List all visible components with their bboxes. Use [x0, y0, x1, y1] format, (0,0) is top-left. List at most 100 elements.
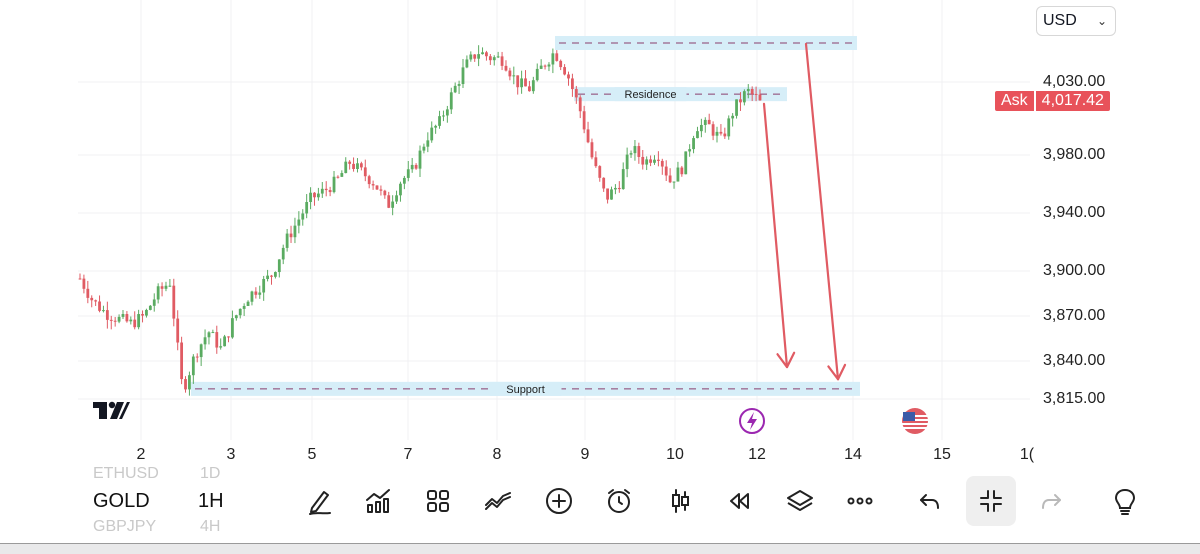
candle-down — [567, 74, 570, 79]
candle-up — [102, 310, 105, 312]
currency-select[interactable]: USD ⌄ — [1036, 6, 1116, 36]
candle-up — [481, 52, 484, 55]
more-icon[interactable] — [839, 480, 881, 522]
candle-down — [383, 190, 387, 196]
candle-up — [445, 109, 449, 116]
candle-up — [391, 201, 395, 208]
layouts-icon[interactable] — [417, 480, 459, 522]
undo-icon[interactable] — [909, 480, 951, 522]
candle-down — [180, 342, 184, 380]
level-label-bg — [489, 381, 562, 396]
date-tick: 10 — [666, 446, 684, 463]
candle-up — [746, 88, 750, 92]
date-tick: 1( — [1019, 446, 1035, 463]
price-chart[interactable]: Residence Support — [0, 0, 1030, 440]
candle-up — [234, 315, 238, 319]
lightbulb-icon[interactable] — [1104, 480, 1146, 522]
candle-up — [418, 150, 422, 169]
candle-up — [274, 272, 277, 277]
candle-up — [250, 291, 254, 302]
candle-up — [406, 169, 410, 178]
candle-up — [262, 278, 266, 293]
candle-down — [656, 159, 660, 161]
level-label: Support — [506, 384, 545, 396]
candle-up — [301, 213, 305, 220]
candle-down — [270, 275, 273, 277]
candle-up — [277, 259, 281, 273]
projection-arrow-head — [827, 363, 847, 381]
candle-up — [207, 332, 211, 338]
candle-down — [414, 164, 418, 169]
chevron-down-icon: ⌄ — [1096, 14, 1107, 28]
candle-up — [442, 115, 445, 117]
price-tick: 3,815.00 — [1043, 390, 1106, 407]
candle-up — [457, 84, 461, 86]
candle-up — [434, 125, 438, 128]
chart-grid — [78, 0, 1030, 440]
redo-icon[interactable] — [1030, 480, 1072, 522]
previous-interval[interactable]: 1D — [200, 465, 221, 482]
candle-up — [246, 301, 250, 306]
candle-down — [504, 65, 508, 71]
candle-up — [285, 233, 289, 248]
layers-icon[interactable] — [779, 480, 821, 522]
candle-down — [328, 190, 332, 193]
bottom-edge — [0, 543, 1200, 554]
candle-down — [606, 188, 609, 200]
candle-up — [727, 118, 731, 137]
candle-down — [563, 67, 566, 75]
candle-down — [750, 88, 754, 94]
candle-down — [664, 166, 668, 176]
candle-down — [617, 187, 621, 190]
candle-up — [684, 151, 688, 175]
next-interval[interactable]: 4H — [200, 518, 221, 535]
level-label: Residence — [625, 89, 677, 101]
level-zones: Residence Support — [191, 36, 860, 396]
candle-up — [231, 318, 234, 338]
candle-up — [309, 192, 312, 203]
collapse-icon[interactable] — [966, 476, 1016, 526]
candle-up — [168, 285, 172, 287]
candle-down — [574, 89, 578, 98]
price-tick: 3,870.00 — [1043, 307, 1106, 324]
pen-icon[interactable] — [298, 480, 340, 522]
candle-down — [660, 160, 664, 167]
alert-icon[interactable] — [598, 480, 640, 522]
candle-down — [289, 233, 293, 238]
date-tick: 14 — [844, 446, 862, 463]
candle-up — [137, 314, 141, 328]
candle-up — [512, 75, 516, 77]
replay-icon[interactable] — [718, 480, 760, 522]
symbol-picker[interactable]: GOLD — [93, 490, 150, 512]
candle-up — [266, 275, 269, 279]
candle-down — [528, 86, 531, 92]
candles-icon[interactable] — [659, 480, 701, 522]
ask-label: Ask — [995, 91, 1034, 111]
candle-up — [410, 164, 414, 170]
candle-up — [223, 336, 226, 347]
candle-down — [754, 93, 758, 95]
candle-up — [281, 247, 285, 260]
candle-down — [313, 192, 316, 198]
candle-up — [633, 146, 637, 154]
us-flag-event-icon[interactable] — [902, 408, 928, 434]
candle-down — [184, 379, 187, 390]
date-tick: 3 — [226, 446, 236, 463]
candle-up — [703, 119, 707, 125]
add-icon[interactable] — [538, 480, 580, 522]
candle-down — [254, 291, 258, 295]
candle-up — [293, 225, 297, 238]
previous-symbol[interactable]: ETHUSD — [93, 465, 159, 482]
next-symbol[interactable]: GBPJPY — [93, 518, 157, 535]
candle-up — [199, 344, 203, 358]
candle-up — [203, 337, 207, 345]
lightning-event-icon[interactable] — [739, 408, 765, 434]
candle-up — [699, 124, 703, 132]
indicators-icon[interactable] — [357, 480, 399, 522]
candle-down — [668, 175, 672, 183]
compare-icon[interactable] — [477, 480, 519, 522]
candle-down — [594, 157, 598, 167]
candle-down — [352, 163, 355, 170]
candle-up — [461, 67, 465, 85]
interval-picker[interactable]: 1H — [198, 490, 224, 512]
